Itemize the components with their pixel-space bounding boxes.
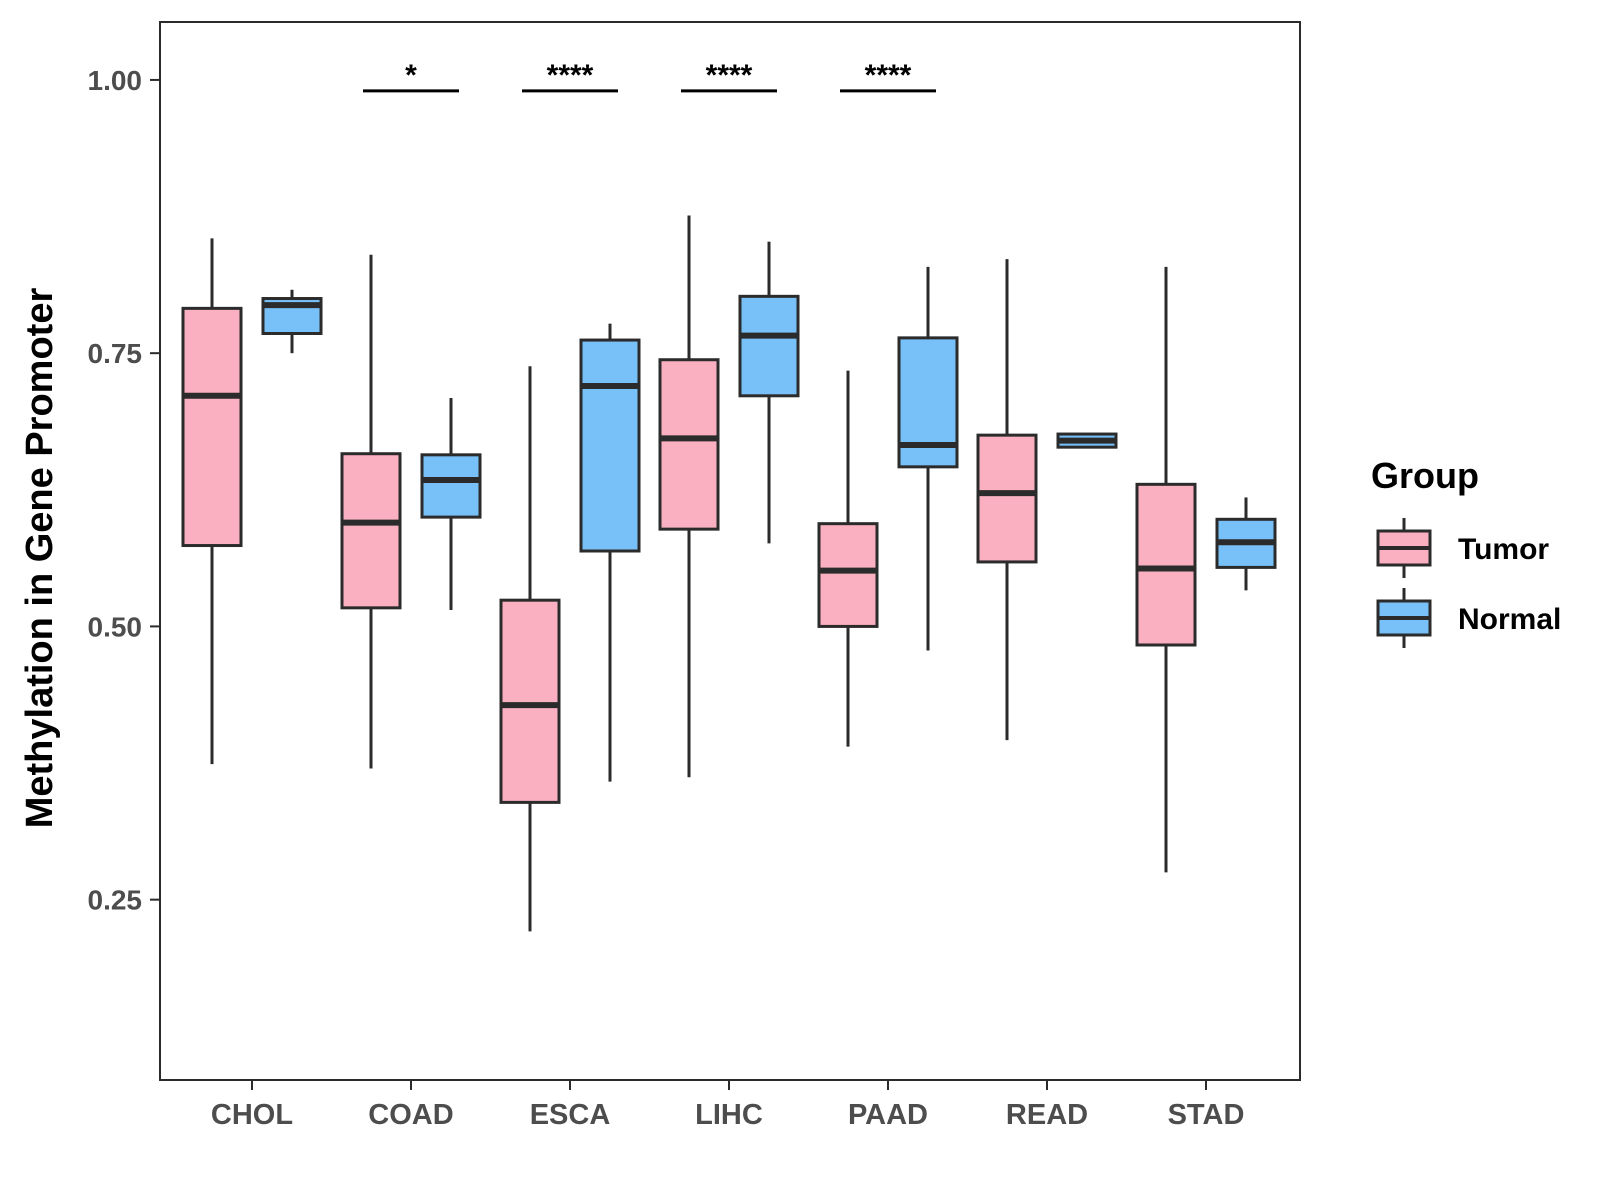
legend-label: Normal xyxy=(1458,603,1561,636)
x-tick-label: ESCA xyxy=(530,1099,611,1131)
box-iqr xyxy=(1135,482,1197,647)
box-iqr xyxy=(817,522,879,628)
box-tumor-lihc xyxy=(658,215,720,778)
x-tick-label: CHOL xyxy=(211,1099,293,1131)
box-iqr xyxy=(738,294,800,398)
legend-label: Tumor xyxy=(1458,533,1549,566)
box-iqr xyxy=(579,338,641,553)
box-normal-chol xyxy=(261,289,323,354)
x-tick-label: PAAD xyxy=(848,1099,928,1131)
box-normal-read xyxy=(1056,432,1118,449)
x-tick-label: LIHC xyxy=(695,1099,763,1131)
box-iqr xyxy=(340,452,402,610)
box-iqr xyxy=(181,306,243,548)
box-normal-esca xyxy=(579,323,641,782)
box-tumor-read xyxy=(976,259,1038,741)
legend-entry-normal: Normal xyxy=(1376,588,1561,648)
box-iqr xyxy=(420,453,482,519)
legend: Group Tumor Normal xyxy=(1371,455,1561,648)
panel-border xyxy=(159,21,1301,1081)
box-iqr xyxy=(658,358,720,531)
y-tick-label: 1.00 xyxy=(88,65,143,96)
box-normal-coad xyxy=(420,397,482,611)
y-tick-label: 0.75 xyxy=(88,338,143,369)
plot-area: * **** **** **** xyxy=(181,59,1277,932)
box-tumor-esca xyxy=(499,366,561,932)
box-normal-lihc xyxy=(738,241,800,544)
x-tick-label: READ xyxy=(1006,1099,1088,1131)
legend-title: Group xyxy=(1371,455,1479,496)
box-iqr xyxy=(499,598,561,804)
significance-label: **** xyxy=(706,59,753,92)
box-normal-stad xyxy=(1215,497,1277,591)
y-tick-label: 0.25 xyxy=(88,885,143,916)
significance-label: **** xyxy=(865,59,912,92)
box-iqr xyxy=(976,433,1038,564)
x-tick-label: STAD xyxy=(1168,1099,1245,1131)
x-tick-label: COAD xyxy=(368,1099,453,1131)
axes: 0.25 0.50 0.75 1.00 CHOL COAD ESCA LIHC PAAD READ… xyxy=(88,21,1301,1131)
box-tumor-chol xyxy=(181,238,243,765)
box-normal-paad xyxy=(897,266,959,651)
significance-label: * xyxy=(405,59,417,92)
box-tumor-coad xyxy=(340,254,402,769)
legend-entry-tumor: Tumor xyxy=(1376,518,1549,578)
y-tick-label: 0.50 xyxy=(88,611,143,642)
y-axis-title: Methylation in Gene Promoter xyxy=(19,288,61,829)
box-tumor-stad xyxy=(1135,266,1197,873)
box-tumor-paad xyxy=(817,370,879,747)
significance-label: **** xyxy=(547,59,594,92)
